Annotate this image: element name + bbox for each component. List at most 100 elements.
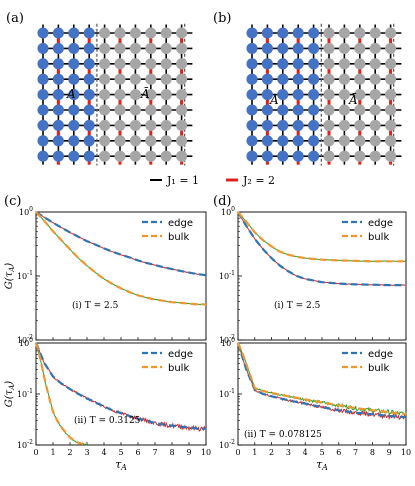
site-Abar [160, 27, 172, 39]
site-A [83, 27, 95, 39]
legend-label-bulk: bulk [368, 232, 389, 243]
legend-label-edge: edge [368, 349, 393, 360]
site-A [37, 150, 49, 162]
site-Abar [354, 73, 366, 85]
site-A [261, 27, 273, 39]
x-axis-label: τA [316, 458, 328, 472]
site-Abar [129, 89, 141, 101]
site-Abar [323, 58, 335, 70]
x-tick-label: 0 [235, 448, 240, 457]
site-A [37, 58, 49, 70]
site-Abar [145, 27, 157, 39]
site-Abar [176, 89, 188, 101]
site-Abar [385, 58, 397, 70]
x-tick-label: 6 [135, 448, 140, 457]
site-A [277, 89, 289, 101]
site-A [83, 150, 95, 162]
site-Abar [129, 27, 141, 39]
site-A [277, 42, 289, 54]
y-tick-label: 10-2 [219, 334, 235, 345]
site-Abar [385, 89, 397, 101]
site-A [52, 104, 64, 116]
chart-d-i: 100 10-1 10-2 edge bulk (i) T = 2.5 [219, 206, 407, 345]
y-tick-label: 100 [19, 337, 33, 348]
site-A [261, 58, 273, 70]
site-Abar [176, 73, 188, 85]
x-tick-label: 3 [286, 448, 291, 457]
y-tick-label: 10-2 [219, 439, 235, 450]
site-A [68, 104, 80, 116]
chart-annotation: (ii) T = 0.078125 [244, 429, 322, 440]
site-A [37, 104, 49, 116]
site-A [246, 42, 258, 54]
site-Abar [99, 58, 111, 70]
coupling-legend: J₁ = 1 J₂ = 2 [150, 174, 275, 187]
site-A [52, 135, 64, 147]
site-Abar [99, 27, 111, 39]
x-tick-label: 4 [303, 448, 308, 457]
site-Abar [114, 89, 126, 101]
site-Abar [385, 73, 397, 85]
site-Abar [145, 119, 157, 131]
site-A [52, 150, 64, 162]
chart-annotation: (i) T = 2.5 [72, 300, 119, 311]
site-Abar [114, 119, 126, 131]
x-tick-label: 6 [336, 448, 341, 457]
chart-c-i: 100 10-1 10-2 edge bulk (i) T = 2.5 G(τA) [4, 206, 207, 345]
site-A [68, 135, 80, 147]
site-A [37, 89, 49, 101]
site-A [52, 89, 64, 101]
site-Abar [338, 73, 350, 85]
site-A [37, 42, 49, 54]
site-A [308, 119, 320, 131]
site-Abar [176, 135, 188, 147]
series-bulk-line [237, 211, 406, 263]
site-Abar [145, 89, 157, 101]
site-Abar [385, 104, 397, 116]
site-Abar [323, 104, 335, 116]
site-A [68, 58, 80, 70]
site-A [308, 73, 320, 85]
site-Abar [385, 135, 397, 147]
site-A [246, 135, 258, 147]
site-Abar [114, 135, 126, 147]
series-edge-line [34, 342, 206, 430]
site-Abar [114, 150, 126, 162]
site-Abar [369, 150, 381, 162]
site-A [308, 58, 320, 70]
site-A [37, 73, 49, 85]
site-Abar [338, 135, 350, 147]
site-Abar [145, 135, 157, 147]
site-Abar [338, 104, 350, 116]
y-tick-label: 10-1 [219, 388, 235, 399]
site-A [246, 119, 258, 131]
x-tick-label: 5 [319, 448, 324, 457]
region-label-A-a: A [66, 87, 76, 101]
site-A [246, 150, 258, 162]
site-Abar [129, 104, 141, 116]
site-A [83, 119, 95, 131]
site-Abar [354, 135, 366, 147]
site-A [83, 42, 95, 54]
site-A [246, 104, 258, 116]
site-Abar [99, 89, 111, 101]
x-tick-label: 1 [252, 448, 257, 457]
site-A [277, 135, 289, 147]
site-Abar [385, 42, 397, 54]
site-Abar [160, 104, 172, 116]
site-A [292, 104, 304, 116]
y-axis-label: G(τA) [4, 263, 16, 289]
site-A [292, 135, 304, 147]
site-A [308, 27, 320, 39]
site-A [277, 119, 289, 131]
site-A [83, 104, 95, 116]
site-Abar [323, 27, 335, 39]
x-tick-label: 7 [353, 448, 358, 457]
site-A [277, 104, 289, 116]
site-Abar [114, 42, 126, 54]
site-A [261, 150, 273, 162]
site-Abar [160, 150, 172, 162]
site-A [83, 89, 95, 101]
site-A [52, 27, 64, 39]
